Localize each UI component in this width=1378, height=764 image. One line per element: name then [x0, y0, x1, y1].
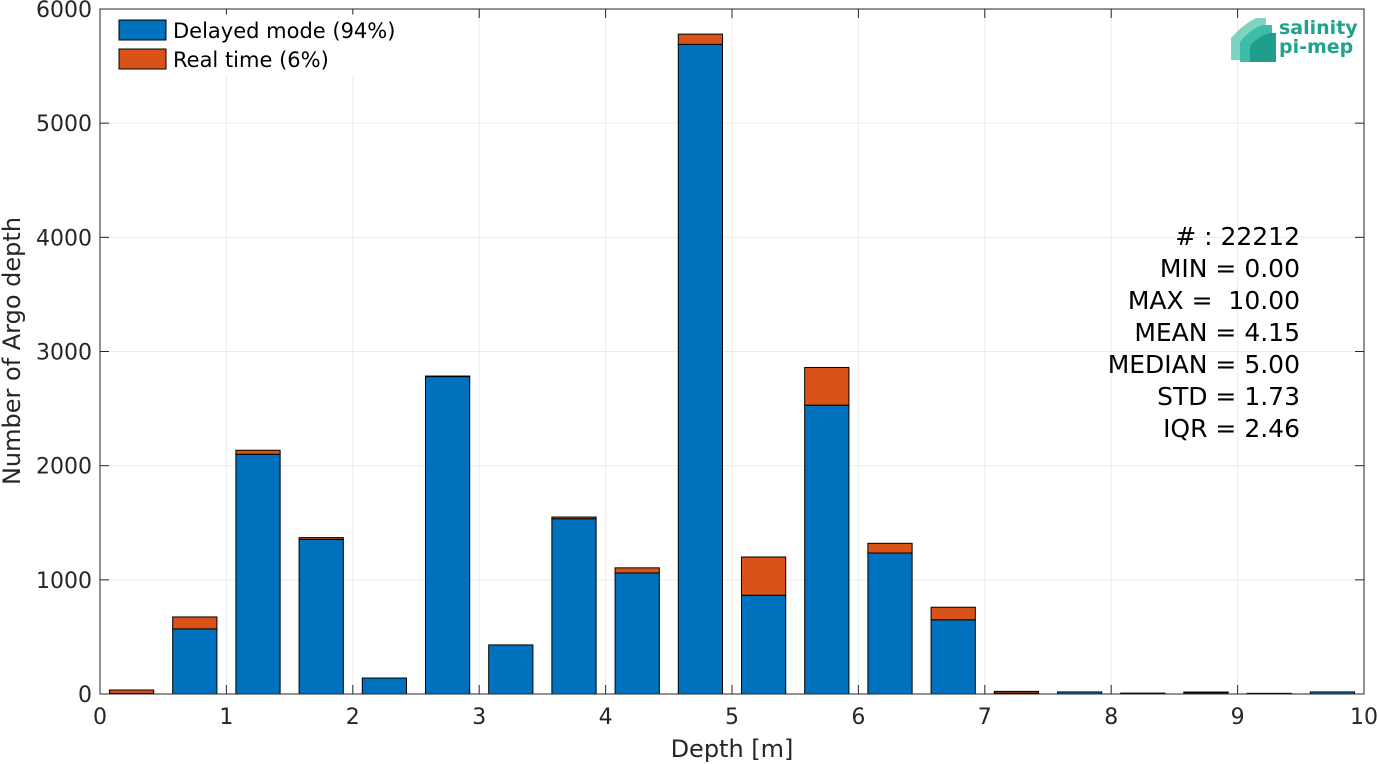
stats-std: STD = 1.73 — [1157, 382, 1300, 411]
bar-delayed-mode — [930, 619, 976, 695]
x-tick-label: 8 — [1104, 705, 1118, 730]
bar-real-time — [235, 449, 281, 455]
logo-text-line1: salinity — [1279, 17, 1358, 39]
x-tick-label: 3 — [472, 705, 486, 730]
y-axis-label: Number of Argo depth — [0, 217, 26, 485]
bar-real-time — [298, 537, 344, 540]
salinity-wave-icon — [1231, 18, 1276, 62]
y-tick-label: 6000 — [36, 0, 92, 23]
bar-real-time — [108, 689, 155, 694]
logo: salinity pi-mep — [1231, 17, 1358, 62]
legend-label-real-time: Real time (6%) — [173, 48, 329, 72]
bar-delayed-mode — [235, 453, 281, 695]
bar-real-time — [614, 567, 660, 574]
x-tick-label: 4 — [599, 705, 613, 730]
x-tick-label: 10 — [1350, 705, 1378, 730]
legend-swatch-delayed-mode — [118, 19, 167, 41]
bar-delayed-mode — [551, 518, 597, 695]
bar-real-time — [1183, 691, 1229, 694]
legend-swatch-real-time — [118, 48, 167, 70]
bar-delayed-mode — [172, 628, 218, 695]
logo-text-line2: pi-mep — [1279, 36, 1353, 58]
stats-max: MAX = 10.00 — [1128, 286, 1300, 315]
bar-delayed-mode — [614, 572, 660, 695]
stats-iqr: IQR = 2.46 — [1163, 414, 1300, 443]
y-tick-label: 2000 — [36, 455, 92, 480]
stats-mean: MEAN = 4.15 — [1134, 318, 1300, 347]
bar-delayed-mode — [677, 43, 724, 695]
bar-real-time — [424, 375, 471, 378]
y-tick-label: 3000 — [36, 341, 92, 366]
x-tick-label: 2 — [346, 705, 360, 730]
bar-real-time — [993, 690, 1040, 694]
bars — [108, 33, 1356, 695]
x-tick-label: 1 — [219, 705, 233, 730]
bar-real-time — [867, 542, 913, 554]
stats-annotation: # : 22212 MIN = 0.00 MAX = 10.00 MEAN = … — [1108, 222, 1300, 443]
bar-real-time — [740, 556, 787, 596]
bar-real-time — [804, 366, 850, 406]
bar-delayed-mode — [361, 677, 408, 695]
legend: Delayed mode (94%) Real time (6%) — [106, 14, 408, 76]
bar-delayed-mode — [804, 404, 850, 695]
bar-delayed-mode — [740, 594, 787, 695]
bar-real-time — [172, 616, 218, 630]
bar-real-time — [551, 516, 597, 520]
axis-ticks: 0 1 2 3 4 5 6 7 8 9 10 0 1000 2000 3000 4000 5000 6000 — [36, 0, 1378, 730]
bar-delayed-mode — [488, 644, 534, 695]
x-tick-label: 5 — [725, 705, 739, 730]
x-tick-label: 9 — [1231, 705, 1245, 730]
x-axis-label: Depth [m] — [671, 735, 794, 763]
y-tick-label: 1000 — [36, 569, 92, 594]
x-tick-label: 6 — [851, 705, 865, 730]
bar-delayed-mode — [424, 376, 471, 695]
stats-count: # : 22212 — [1175, 222, 1300, 251]
x-tick-label: 7 — [978, 705, 992, 730]
bar-real-time — [930, 606, 976, 621]
legend-label-delayed-mode: Delayed mode (94%) — [173, 19, 395, 43]
y-tick-label: 0 — [78, 683, 92, 708]
stats-min: MIN = 0.00 — [1160, 254, 1300, 283]
y-tick-label: 5000 — [36, 112, 92, 137]
y-tick-label: 4000 — [36, 226, 92, 251]
x-tick-label: 0 — [93, 705, 107, 730]
bar-delayed-mode — [867, 552, 913, 695]
grid-lines — [100, 9, 1364, 694]
bar-real-time — [677, 33, 724, 45]
stats-median: MEDIAN = 5.00 — [1108, 350, 1300, 379]
bar-delayed-mode — [298, 538, 344, 695]
